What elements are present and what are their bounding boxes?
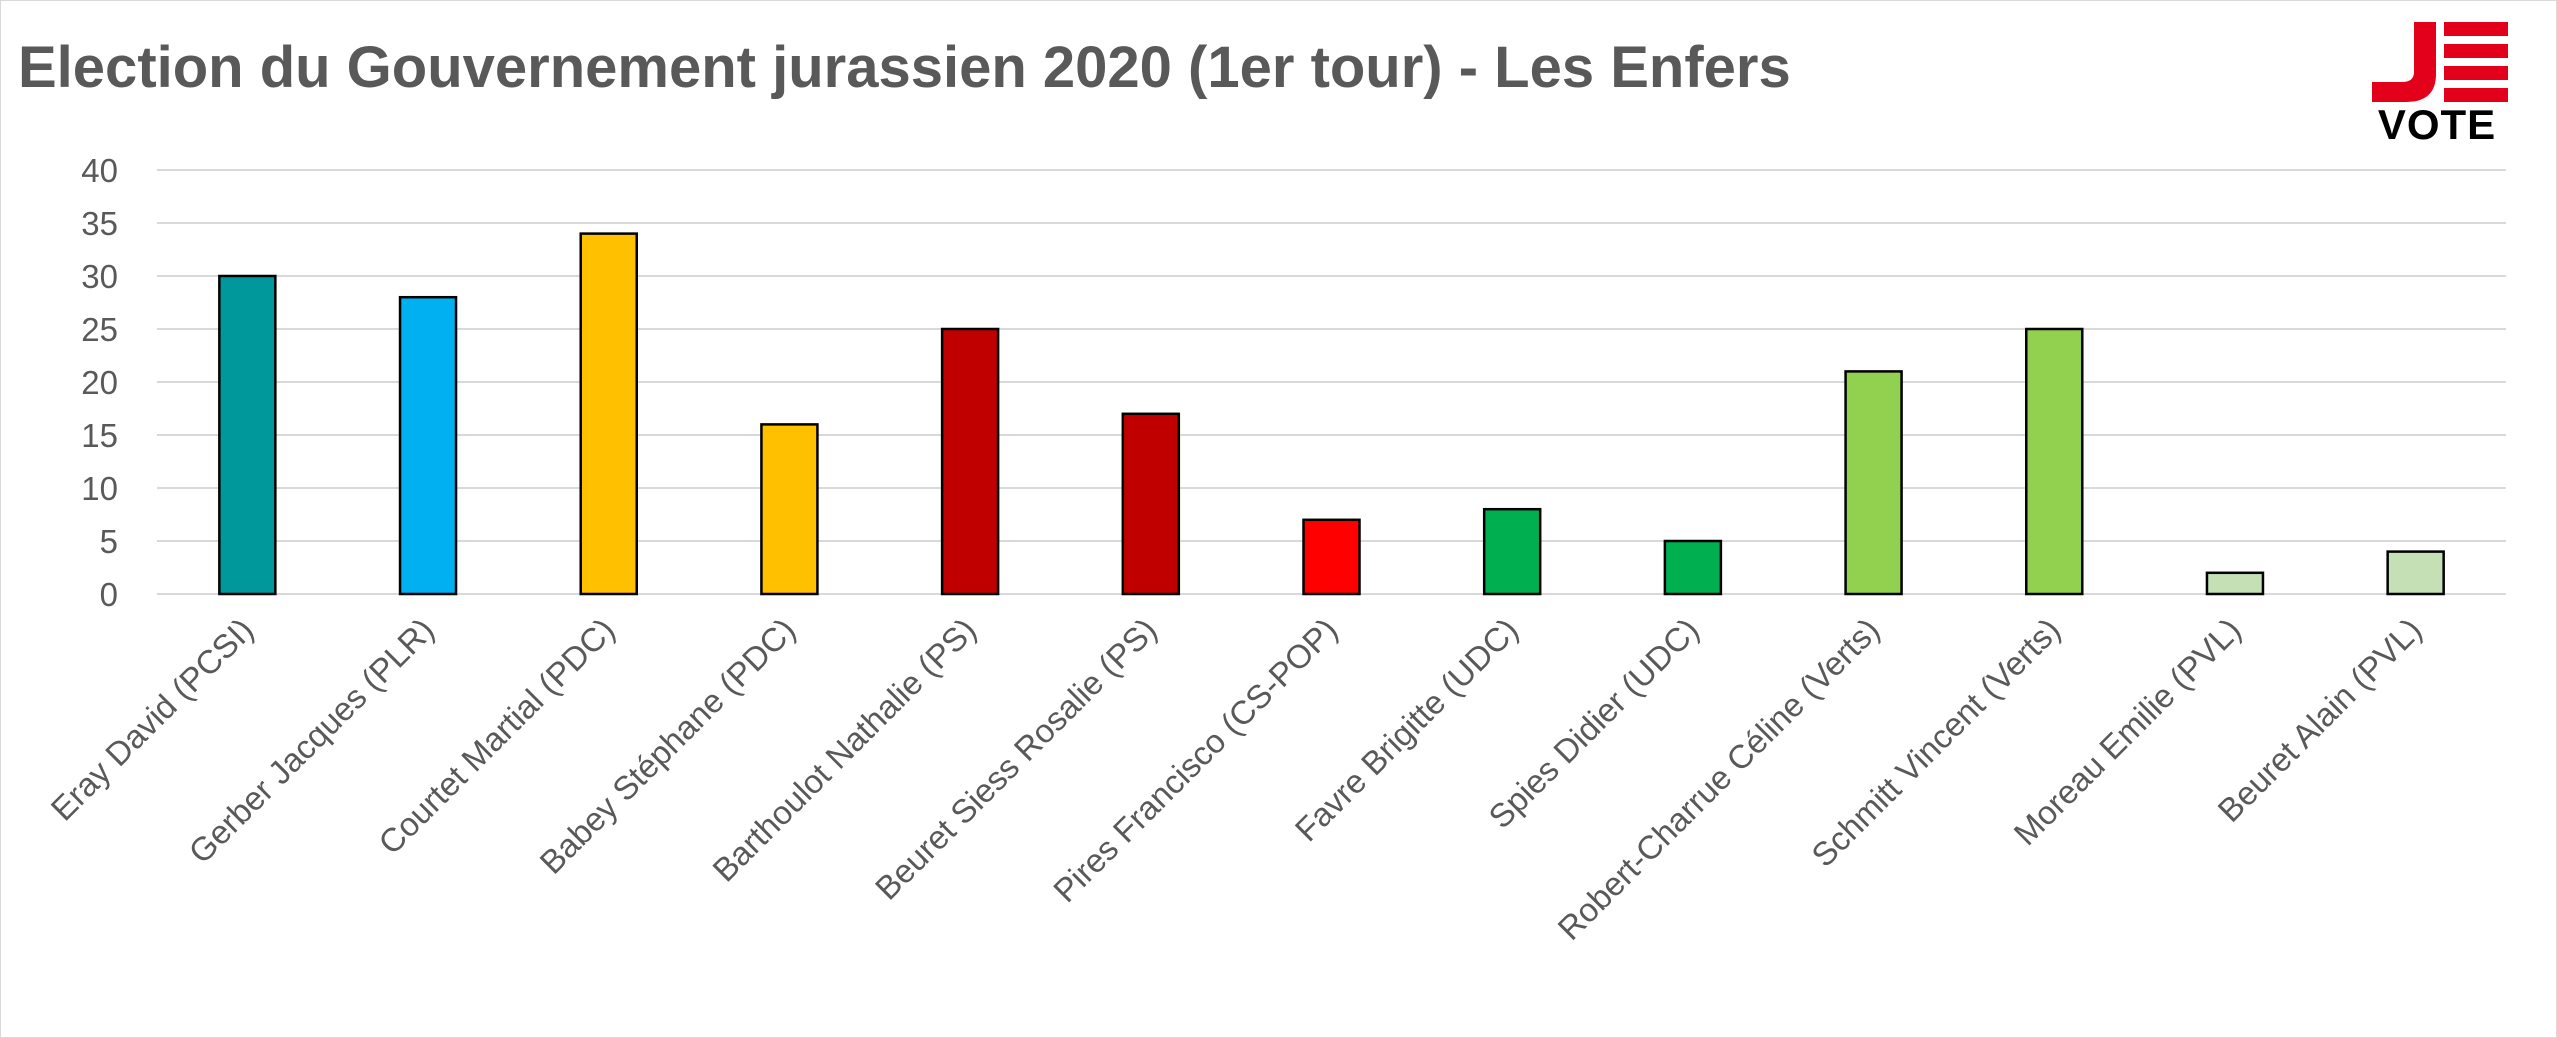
x-category-label: Eray David (PCSI) xyxy=(44,611,261,828)
gridlines xyxy=(157,169,2506,595)
y-tick-label: 25 xyxy=(81,311,118,348)
bar xyxy=(1121,412,1181,596)
y-axis-ticks: 0 5 10 15 20 25 30 35 40 xyxy=(81,152,118,613)
x-category-label: Beuret Alain (PVL) xyxy=(2210,611,2428,829)
bar xyxy=(760,423,819,596)
y-tick-label: 40 xyxy=(81,152,118,189)
bar xyxy=(398,295,458,596)
bar xyxy=(2205,571,2265,596)
bar xyxy=(218,274,277,596)
bars xyxy=(218,232,2445,596)
je-logo-mark xyxy=(2372,22,2508,102)
bar xyxy=(1302,518,1361,596)
logo-vote-text: VOTE xyxy=(2377,101,2497,148)
x-category-label: Robert-Charrue Céline (Verts) xyxy=(1550,611,1886,947)
bar xyxy=(2025,327,2084,596)
x-category-label: Pires Francisco (CS-POP) xyxy=(1046,611,1344,909)
y-tick-label: 5 xyxy=(100,523,118,560)
y-tick-label: 20 xyxy=(81,364,118,401)
y-tick-label: 15 xyxy=(81,417,118,454)
bar xyxy=(2386,550,2445,596)
je-vote-logo: VOTE xyxy=(2362,22,2512,146)
x-axis-labels: Eray David (PCSI)Gerber Jacques (PLR)Cou… xyxy=(44,611,2429,947)
y-tick-label: 10 xyxy=(81,470,118,507)
y-tick-label: 0 xyxy=(100,576,118,613)
bar xyxy=(940,327,1000,596)
bar xyxy=(1663,539,1723,596)
y-tick-label: 35 xyxy=(81,205,118,242)
bar xyxy=(1844,370,1903,596)
bar xyxy=(1482,507,1542,596)
chart-title: Election du Gouvernement jurassien 2020 … xyxy=(18,35,1791,100)
y-tick-label: 30 xyxy=(81,258,118,295)
bar xyxy=(579,232,638,596)
